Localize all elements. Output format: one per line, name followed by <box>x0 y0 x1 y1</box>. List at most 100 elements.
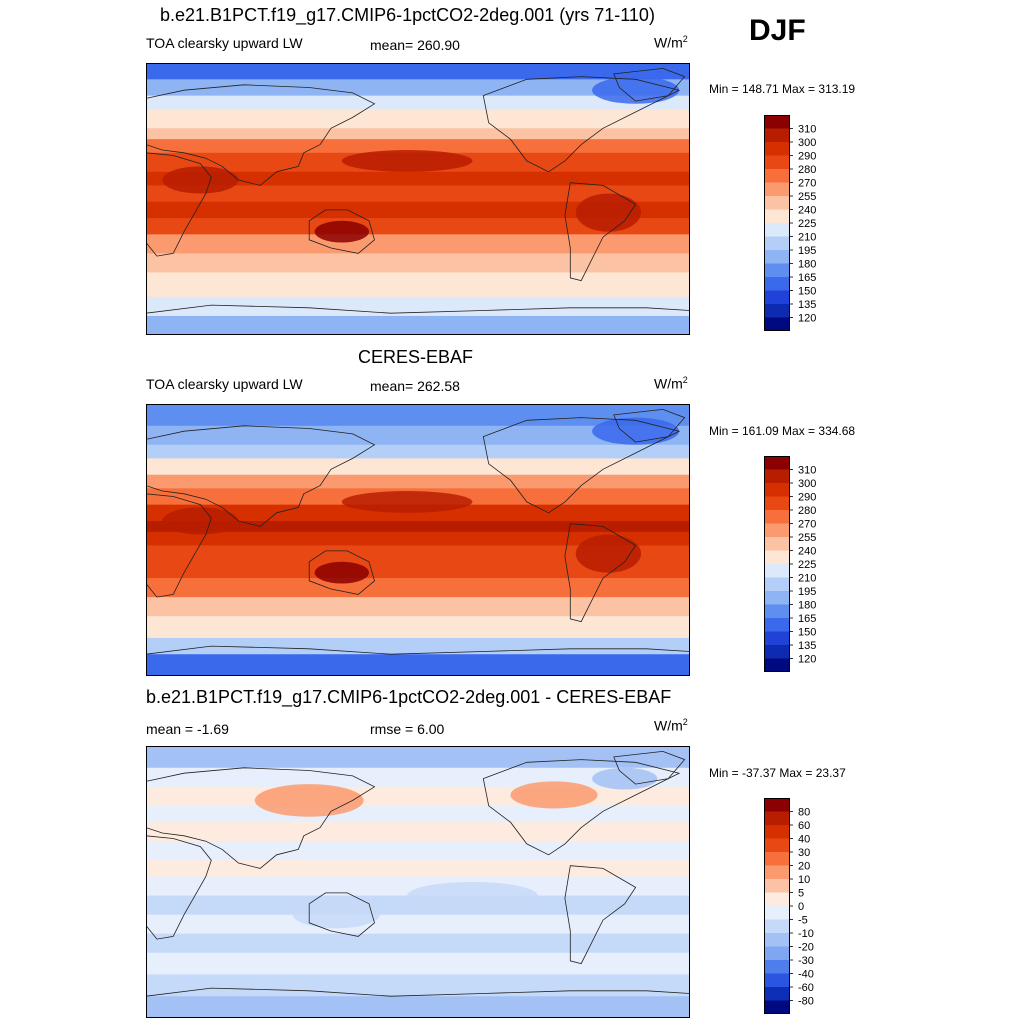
map-field-band <box>146 545 690 563</box>
map-field-band <box>146 109 690 129</box>
map-field-anomaly <box>592 76 680 104</box>
coastline <box>613 67 686 102</box>
map-field-band <box>146 95 690 110</box>
map-field-band <box>146 841 690 861</box>
colorbar-tick-label: 165 <box>798 272 816 284</box>
colorbar-swatch <box>764 456 790 470</box>
colorbar-frame <box>764 456 790 672</box>
map-field-anomaly <box>341 150 473 172</box>
panel-diff-title: b.e21.B1PCT.f19_g17.CMIP6-1pctCO2-2deg.0… <box>146 687 672 707</box>
colorbar-tick-label: 20 <box>798 861 810 873</box>
map-field-band <box>146 458 690 476</box>
map-field-band <box>146 637 690 655</box>
colorbar-tick-label: 240 <box>798 205 816 217</box>
colorbar-swatch <box>764 811 790 826</box>
coastline <box>564 523 637 623</box>
map-field-band <box>146 185 690 203</box>
map-field-band <box>146 139 690 154</box>
map-field-band <box>146 474 690 489</box>
colorbar-swatch <box>764 496 790 511</box>
colorbar-swatch <box>764 865 790 880</box>
map-field-band <box>146 171 690 186</box>
colorbar-swatch <box>764 317 790 331</box>
colorbar-tick-label: 180 <box>798 259 816 271</box>
panel-model-minmax: Min = 148.71 Max = 313.19 <box>709 82 856 96</box>
colorbar-swatch <box>764 290 790 305</box>
colorbar-tick-label: 310 <box>798 124 816 136</box>
colorbar-tick-label: 255 <box>798 191 816 203</box>
map-field-anomaly <box>575 534 642 573</box>
colorbar-swatch <box>764 155 790 170</box>
panel-model-map <box>146 63 690 335</box>
colorbar-swatch <box>764 645 790 659</box>
coastline <box>308 209 375 254</box>
colorbar-swatch <box>764 618 790 632</box>
colorbar-swatch <box>764 798 790 812</box>
coastline <box>146 493 212 598</box>
colorbar-tick-label: -80 <box>798 996 814 1008</box>
colorbar-tick-label: 280 <box>798 505 816 517</box>
colorbar-tick-label: 195 <box>798 586 816 598</box>
map-field-band <box>146 315 690 335</box>
map-field-band <box>146 895 690 916</box>
colorbar-tick-label: 80 <box>798 807 810 819</box>
map-field-band <box>146 79 690 97</box>
colorbar-tick-label: -60 <box>798 982 814 994</box>
colorbar-swatch <box>764 223 790 237</box>
coastline <box>146 767 376 869</box>
colorbar-swatch <box>764 523 790 538</box>
map-frame <box>146 63 690 335</box>
map-field-band <box>146 933 690 954</box>
coastline <box>308 892 375 937</box>
panel-diff-rmse: rmse = 6.00 <box>370 721 445 737</box>
colorbar-tick-label: 180 <box>798 600 816 612</box>
colorbar-swatch <box>764 852 790 866</box>
panel-obs-title: CERES-EBAF <box>358 347 474 367</box>
map-field-band <box>146 425 690 446</box>
colorbar-swatch <box>764 879 790 893</box>
colorbar-tick-label: 120 <box>798 313 816 325</box>
map-field-band <box>146 597 690 617</box>
colorbar-frame <box>764 798 790 1014</box>
panel-obs-map <box>146 404 690 676</box>
map-field-anomaly <box>341 491 473 513</box>
map-field-band <box>146 746 690 769</box>
colorbar-swatch <box>764 946 790 961</box>
map-field-anomaly <box>254 784 364 817</box>
colorbar-tick-label: 165 <box>798 613 816 625</box>
map-field-band <box>146 860 690 878</box>
map-field-anomaly <box>314 220 370 243</box>
colorbar-tick-label: 135 <box>798 299 816 311</box>
map-field-band <box>146 253 690 273</box>
colorbar-tick-label: 10 <box>798 874 810 886</box>
colorbar-swatch <box>764 960 790 974</box>
colorbar-swatch <box>764 537 790 551</box>
colorbar-swatch <box>764 115 790 129</box>
map-field-band <box>146 520 690 533</box>
coastline <box>146 835 212 940</box>
map-field-band <box>146 786 690 807</box>
panel-model-title: b.e21.B1PCT.f19_g17.CMIP6-1pctCO2-2deg.0… <box>160 5 655 25</box>
map-field-anomaly <box>510 781 598 809</box>
coastline <box>308 550 375 595</box>
colorbar-swatch <box>764 236 790 251</box>
colorbar-tick-label: 60 <box>798 820 810 832</box>
colorbar-swatch <box>764 250 790 264</box>
map-field-anomaly <box>407 882 538 910</box>
colorbar-swatch <box>764 128 790 143</box>
map-field-band <box>146 296 690 317</box>
panel-obs-variable: TOA clearsky upward LW <box>146 376 303 392</box>
colorbar-tick-label: 210 <box>798 573 816 585</box>
colorbar-swatch <box>764 838 790 853</box>
colorbar-swatch <box>764 577 790 592</box>
colorbar-tick-label: 280 <box>798 164 816 176</box>
colorbar-tick-label: 240 <box>798 546 816 558</box>
colorbar-swatch <box>764 304 790 318</box>
map-field-anomaly <box>162 166 239 194</box>
map-field-band <box>146 876 690 897</box>
panel-obs-minmax: Min = 161.09 Max = 334.68 <box>709 424 856 438</box>
map-field-band <box>146 218 690 235</box>
panel-diff-map <box>146 746 690 1018</box>
colorbar-swatch <box>764 933 790 947</box>
